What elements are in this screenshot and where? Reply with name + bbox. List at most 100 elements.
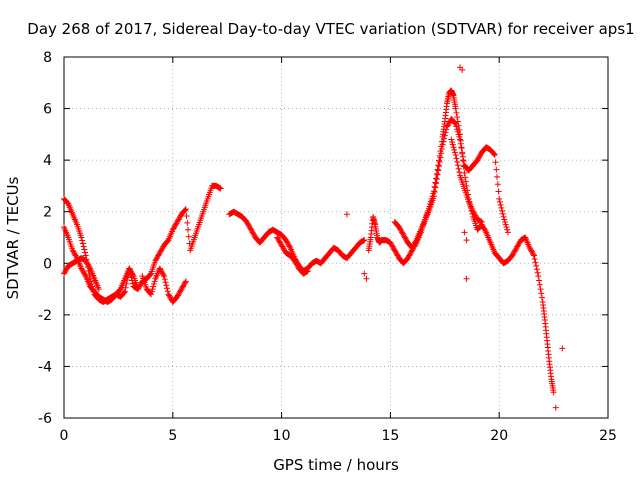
data-point bbox=[84, 260, 91, 267]
data-point bbox=[443, 123, 450, 130]
data-point bbox=[137, 280, 144, 287]
data-point bbox=[280, 244, 287, 251]
data-point bbox=[283, 238, 290, 245]
data-point bbox=[176, 215, 183, 222]
data-point bbox=[439, 141, 446, 148]
data-point bbox=[391, 247, 398, 254]
data-point bbox=[434, 171, 441, 178]
data-point bbox=[154, 253, 161, 260]
data-point bbox=[409, 243, 416, 250]
data-point bbox=[509, 252, 516, 259]
data-point bbox=[538, 290, 545, 297]
data-point bbox=[81, 246, 88, 253]
data-point bbox=[392, 248, 399, 255]
data-point bbox=[477, 151, 484, 158]
data-point bbox=[456, 133, 463, 140]
data-point bbox=[71, 249, 78, 256]
data-point bbox=[475, 154, 482, 161]
data-point bbox=[64, 200, 71, 207]
data-point bbox=[453, 155, 460, 162]
data-point bbox=[538, 294, 545, 301]
data-point bbox=[161, 273, 168, 280]
data-point bbox=[451, 149, 458, 156]
data-point bbox=[363, 275, 370, 282]
data-point bbox=[182, 278, 189, 285]
data-point bbox=[151, 278, 158, 285]
data-point bbox=[399, 229, 406, 236]
data-point bbox=[164, 288, 171, 295]
data-point bbox=[406, 251, 413, 258]
data-point bbox=[396, 225, 403, 232]
x-tick-label: 0 bbox=[60, 428, 69, 444]
data-point bbox=[162, 279, 169, 286]
data-point bbox=[440, 138, 447, 145]
data-point bbox=[513, 244, 520, 251]
data-point bbox=[528, 248, 535, 255]
data-point bbox=[217, 185, 224, 192]
data-point bbox=[390, 244, 397, 251]
data-point bbox=[249, 229, 256, 236]
data-point bbox=[474, 157, 481, 164]
data-point bbox=[401, 233, 408, 240]
data-point bbox=[496, 195, 503, 202]
data-point bbox=[150, 280, 157, 287]
data-point bbox=[246, 224, 253, 231]
data-point bbox=[156, 265, 163, 272]
data-point bbox=[171, 224, 178, 231]
data-point bbox=[126, 265, 133, 272]
data-point bbox=[391, 246, 398, 253]
data-point bbox=[536, 277, 543, 284]
series-track-d bbox=[139, 265, 189, 305]
data-point bbox=[83, 258, 90, 265]
data-point bbox=[475, 155, 482, 162]
data-point bbox=[437, 154, 444, 161]
data-point bbox=[86, 264, 93, 271]
data-point bbox=[492, 159, 499, 166]
data-point bbox=[153, 255, 160, 262]
data-point bbox=[167, 295, 174, 302]
plot-frame bbox=[63, 56, 609, 419]
data-point bbox=[291, 257, 298, 264]
data-point bbox=[434, 166, 441, 173]
data-point bbox=[281, 247, 288, 254]
data-point bbox=[449, 139, 456, 146]
data-point bbox=[304, 268, 311, 275]
data-point bbox=[452, 121, 459, 128]
data-point bbox=[127, 268, 134, 275]
data-point bbox=[456, 169, 463, 176]
data-point bbox=[433, 175, 440, 182]
data-point bbox=[61, 270, 67, 277]
data-point bbox=[410, 242, 417, 249]
y-tick-label: 4 bbox=[43, 153, 52, 169]
data-point bbox=[394, 252, 401, 259]
data-point bbox=[175, 291, 182, 298]
data-point bbox=[480, 224, 487, 231]
data-point bbox=[451, 146, 458, 153]
data-point bbox=[173, 220, 180, 227]
data-point bbox=[406, 252, 413, 259]
data-point bbox=[185, 233, 192, 240]
data-point bbox=[387, 239, 394, 246]
data-point bbox=[129, 271, 136, 278]
data-point bbox=[172, 221, 179, 228]
data-point bbox=[436, 158, 443, 165]
data-point bbox=[435, 162, 442, 169]
data-point bbox=[284, 239, 291, 246]
data-point bbox=[293, 260, 300, 267]
data-point bbox=[389, 243, 396, 250]
data-point bbox=[153, 256, 160, 263]
data-point bbox=[156, 249, 163, 256]
data-point bbox=[158, 246, 165, 253]
series-track-f bbox=[274, 234, 311, 277]
data-point bbox=[499, 210, 506, 217]
data-point bbox=[72, 252, 79, 259]
data-point bbox=[537, 286, 544, 293]
data-point bbox=[453, 123, 460, 130]
data-point bbox=[279, 243, 286, 250]
data-point bbox=[452, 105, 459, 112]
data-point bbox=[450, 144, 457, 151]
data-point bbox=[166, 293, 173, 300]
data-point bbox=[180, 282, 187, 289]
data-point bbox=[157, 248, 164, 255]
data-point bbox=[174, 219, 181, 226]
